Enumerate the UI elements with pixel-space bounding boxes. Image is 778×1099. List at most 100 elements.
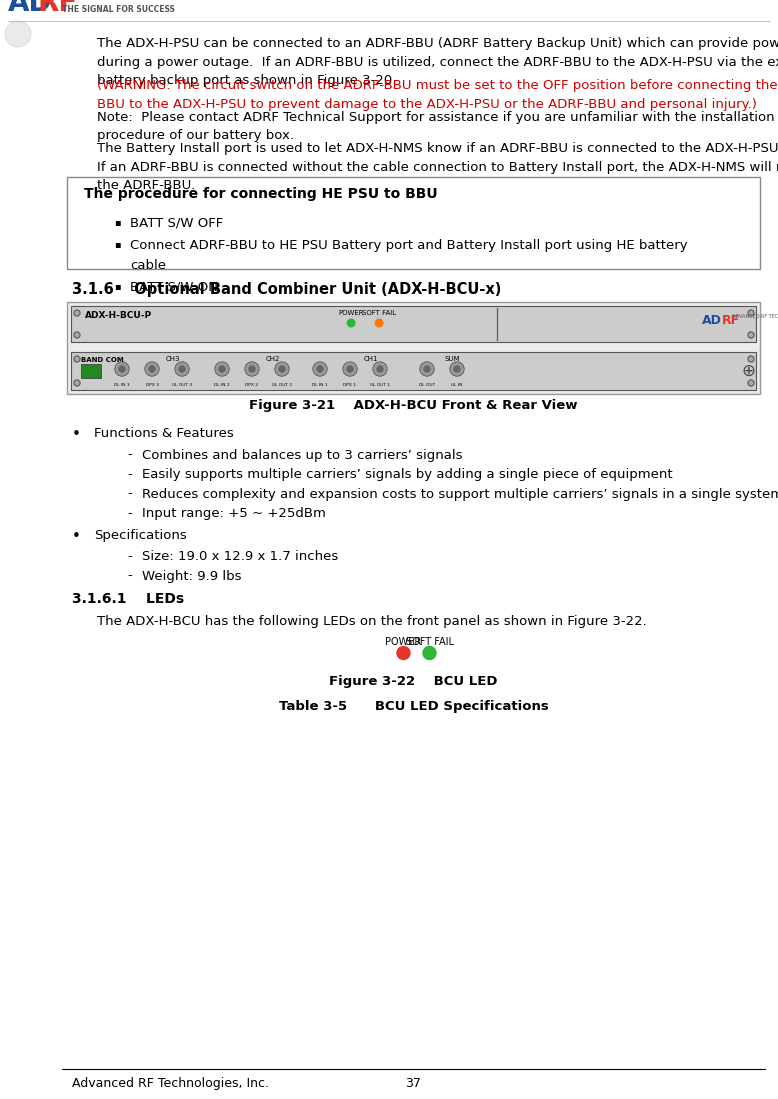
Circle shape [420, 362, 434, 376]
Text: Reduces complexity and expansion costs to support multiple carriers’ signals in : Reduces complexity and expansion costs t… [142, 488, 778, 500]
Text: BATT S/W ON: BATT S/W ON [130, 281, 218, 295]
Circle shape [245, 362, 259, 376]
Text: 3.1.6    Optional Band Combiner Unit (ADX-H-BCU-x): 3.1.6 Optional Band Combiner Unit (ADX-H… [72, 282, 501, 297]
Circle shape [377, 366, 383, 371]
Text: UL OUT 3: UL OUT 3 [172, 382, 192, 387]
Text: •: • [72, 529, 81, 544]
Text: Specifications: Specifications [94, 529, 187, 542]
Text: -: - [127, 569, 131, 582]
Text: procedure of our battery box.: procedure of our battery box. [97, 130, 294, 143]
Circle shape [74, 356, 80, 362]
Text: DL OUT: DL OUT [419, 382, 435, 387]
Text: Note:  Please contact ADRF Technical Support for assistance if you are unfamilia: Note: Please contact ADRF Technical Supp… [97, 111, 775, 124]
Text: SOFT FAIL: SOFT FAIL [405, 637, 454, 647]
Text: BATT S/W OFF: BATT S/W OFF [130, 217, 223, 230]
Text: -: - [127, 448, 131, 462]
Text: -: - [127, 488, 131, 500]
Text: DL IN 2: DL IN 2 [214, 382, 230, 387]
Text: DPX 2: DPX 2 [246, 382, 258, 387]
Text: UL OUT 1: UL OUT 1 [370, 382, 390, 387]
Circle shape [423, 646, 436, 659]
Circle shape [424, 366, 430, 371]
Circle shape [373, 362, 387, 376]
Text: AD: AD [8, 0, 52, 16]
Text: POWER: POWER [385, 637, 422, 647]
Bar [71, 352, 756, 390]
Text: The ADX-H-BCU has the following LEDs on the front panel as shown in Figure 3-22.: The ADX-H-BCU has the following LEDs on … [97, 615, 647, 628]
Text: Figure 3-22    BCU LED: Figure 3-22 BCU LED [329, 675, 498, 688]
Circle shape [343, 362, 357, 376]
Text: cable: cable [130, 259, 166, 271]
Circle shape [748, 332, 754, 338]
Circle shape [249, 366, 255, 371]
Text: Connect ADRF-BBU to HE PSU Battery port and Battery Install port using HE batter: Connect ADRF-BBU to HE PSU Battery port … [130, 238, 688, 252]
Circle shape [215, 362, 230, 376]
Text: during a power outage.  If an ADRF-BBU is utilized, connect the ADRF-BBU to the : during a power outage. If an ADRF-BBU is… [97, 56, 778, 68]
Text: Combines and balances up to 3 carriers’ signals: Combines and balances up to 3 carriers’ … [142, 448, 462, 462]
Text: CH1: CH1 [364, 356, 378, 362]
Text: DPX 3: DPX 3 [145, 382, 159, 387]
Circle shape [450, 362, 464, 376]
Text: UL OUT 2: UL OUT 2 [272, 382, 292, 387]
Circle shape [375, 319, 383, 326]
Text: ADX-H-BCU-P: ADX-H-BCU-P [85, 311, 152, 320]
Text: RF: RF [37, 0, 77, 16]
Bar [67, 302, 760, 395]
Text: battery backup port as shown in Figure 3-20.: battery backup port as shown in Figure 3… [97, 74, 396, 87]
Circle shape [397, 646, 410, 659]
Circle shape [313, 362, 328, 376]
Circle shape [179, 366, 185, 371]
Text: 3.1.6.1    LEDs: 3.1.6.1 LEDs [72, 592, 184, 606]
Text: DPX 1: DPX 1 [344, 382, 356, 387]
Circle shape [115, 362, 129, 376]
Circle shape [748, 310, 754, 317]
Text: (WARNING: The circuit switch on the ADRF-BBU must be set to the OFF position bef: (WARNING: The circuit switch on the ADRF… [97, 79, 778, 92]
Text: -: - [127, 550, 131, 563]
Text: SOFT FAIL: SOFT FAIL [362, 310, 396, 317]
Text: BAND COM: BAND COM [81, 357, 124, 363]
Circle shape [347, 319, 355, 326]
Text: POWER: POWER [338, 310, 364, 317]
Bar [71, 306, 756, 342]
Text: SUM: SUM [444, 356, 460, 362]
Circle shape [74, 380, 80, 386]
Text: The procedure for connecting HE PSU to BBU: The procedure for connecting HE PSU to B… [84, 187, 437, 201]
Text: UL IN: UL IN [451, 382, 463, 387]
Text: The Battery Install port is used to let ADX-H-NMS know if an ADRF-BBU is connect: The Battery Install port is used to let … [97, 142, 778, 155]
Text: the ADRF-BBU.: the ADRF-BBU. [97, 179, 195, 192]
Text: The ADX-H-PSU can be connected to an ADRF-BBU (ADRF Battery Backup Unit) which c: The ADX-H-PSU can be connected to an ADR… [97, 37, 778, 49]
Text: Size: 19.0 x 12.9 x 1.7 inches: Size: 19.0 x 12.9 x 1.7 inches [142, 550, 338, 563]
Text: If an ADRF-BBU is connected without the cable connection to Battery Install port: If an ADRF-BBU is connected without the … [97, 160, 778, 174]
Circle shape [74, 310, 80, 317]
Text: Functions & Features: Functions & Features [94, 428, 233, 440]
Text: CH3: CH3 [166, 356, 180, 362]
Circle shape [74, 332, 80, 338]
Text: 37: 37 [405, 1077, 422, 1090]
Text: -: - [127, 507, 131, 520]
Text: AD: AD [702, 314, 722, 326]
Text: •: • [72, 428, 81, 442]
Text: ADVANCED RF TECHNOLOGIES: ADVANCED RF TECHNOLOGIES [732, 313, 778, 319]
Text: ▪: ▪ [114, 281, 121, 291]
Circle shape [748, 356, 754, 362]
Circle shape [454, 366, 460, 371]
Circle shape [279, 366, 285, 371]
Circle shape [175, 362, 189, 376]
Bar [67, 177, 760, 269]
Text: ▪: ▪ [114, 217, 121, 227]
Circle shape [748, 380, 754, 386]
Text: Input range: +5 ~ +25dBm: Input range: +5 ~ +25dBm [142, 507, 326, 520]
Circle shape [219, 366, 225, 371]
Circle shape [347, 366, 353, 371]
Bar [81, 364, 101, 378]
Text: Weight: 9.9 lbs: Weight: 9.9 lbs [142, 569, 241, 582]
Circle shape [149, 366, 155, 371]
Circle shape [317, 366, 323, 371]
Text: Figure 3-21    ADX-H-BCU Front & Rear View: Figure 3-21 ADX-H-BCU Front & Rear View [249, 399, 578, 412]
Circle shape [119, 366, 125, 371]
Text: Easily supports multiple carriers’ signals by adding a single piece of equipment: Easily supports multiple carriers’ signa… [142, 468, 673, 481]
Text: THE SIGNAL FOR SUCCESS: THE SIGNAL FOR SUCCESS [62, 4, 175, 13]
Circle shape [145, 362, 159, 376]
Text: RF: RF [722, 314, 740, 326]
Text: DL IN 1: DL IN 1 [312, 382, 328, 387]
